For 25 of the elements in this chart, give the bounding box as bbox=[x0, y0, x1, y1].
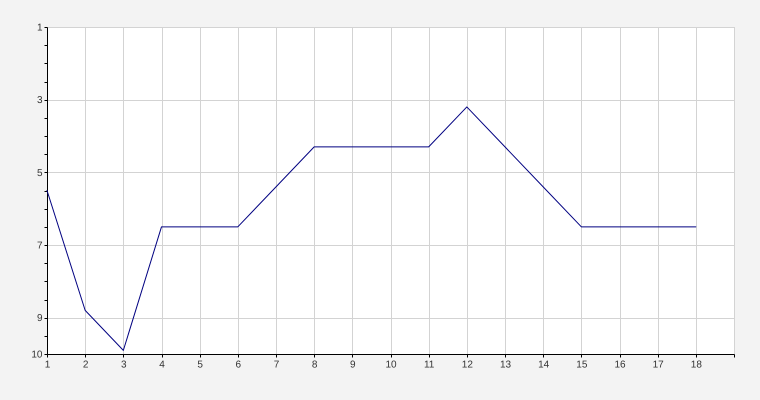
x-tick-label: 18 bbox=[690, 360, 702, 370]
x-tick-label: 1 bbox=[44, 360, 51, 370]
x-tick-label: 6 bbox=[236, 360, 242, 370]
x-tick-label: 5 bbox=[197, 360, 204, 370]
x-tick-label: 8 bbox=[312, 360, 318, 370]
x-tick-label: 17 bbox=[652, 360, 664, 370]
x-tick-label: 16 bbox=[614, 360, 626, 370]
y-tick-label: 5 bbox=[36, 168, 43, 179]
line-series bbox=[46, 106, 696, 351]
x-tick-label: 15 bbox=[576, 360, 588, 370]
x-tick-label: 3 bbox=[121, 360, 128, 370]
x-tick-label: 14 bbox=[538, 360, 550, 370]
x-tick-label: 9 bbox=[350, 360, 356, 370]
x-tick-label: 7 bbox=[274, 360, 280, 370]
x-tick-label: 13 bbox=[500, 360, 512, 370]
y-tick-label: 9 bbox=[36, 313, 43, 324]
x-tick-label: 4 bbox=[159, 360, 166, 370]
x-tick-label: 10 bbox=[385, 360, 397, 370]
y-tick-label: 1 bbox=[36, 22, 43, 34]
y-tick-label: 3 bbox=[36, 95, 43, 106]
x-tick-label: 12 bbox=[462, 360, 474, 370]
y-tick-label: 7 bbox=[36, 240, 43, 252]
x-tick-label: 2 bbox=[82, 360, 89, 370]
y-tick-label: 10 bbox=[31, 350, 43, 360]
x-tick-label: 11 bbox=[424, 360, 435, 370]
